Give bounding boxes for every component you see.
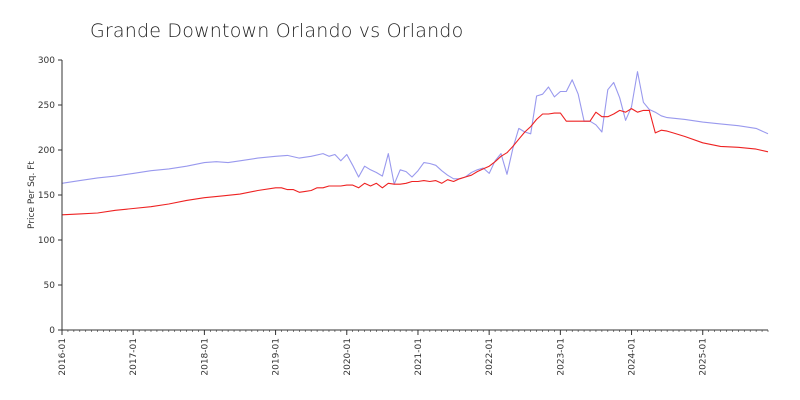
y-tick-label: 0 xyxy=(49,326,55,336)
y-tick-label: 100 xyxy=(38,236,55,246)
series-line-2 xyxy=(61,108,769,216)
x-tick-label: 2023-01 xyxy=(556,338,566,376)
x-tick-label: 2019-01 xyxy=(272,338,282,376)
x-tick-label: 2017-01 xyxy=(129,338,139,376)
x-tick-label: 2022-01 xyxy=(485,338,495,376)
x-tick-label: 2024-01 xyxy=(628,338,638,376)
y-axis-title: Price Per Sq. Ft xyxy=(27,161,37,229)
y-tick-label: 200 xyxy=(38,146,55,156)
y-tick-label: 250 xyxy=(38,101,55,111)
y-tick-label: 300 xyxy=(38,56,55,66)
x-tick-label: 2021-01 xyxy=(414,338,424,376)
y-tick-label: 50 xyxy=(44,281,56,291)
chart-title: Grande Downtown Orlando vs Orlando xyxy=(90,20,464,42)
x-tick-label: 2025-01 xyxy=(699,338,709,376)
y-tick-label: 150 xyxy=(38,191,55,201)
x-tick-label: 2020-01 xyxy=(343,338,353,376)
x-tick-label: 2018-01 xyxy=(200,338,210,376)
series-line-1 xyxy=(61,71,769,185)
x-tick-label: 2016-01 xyxy=(58,338,68,376)
